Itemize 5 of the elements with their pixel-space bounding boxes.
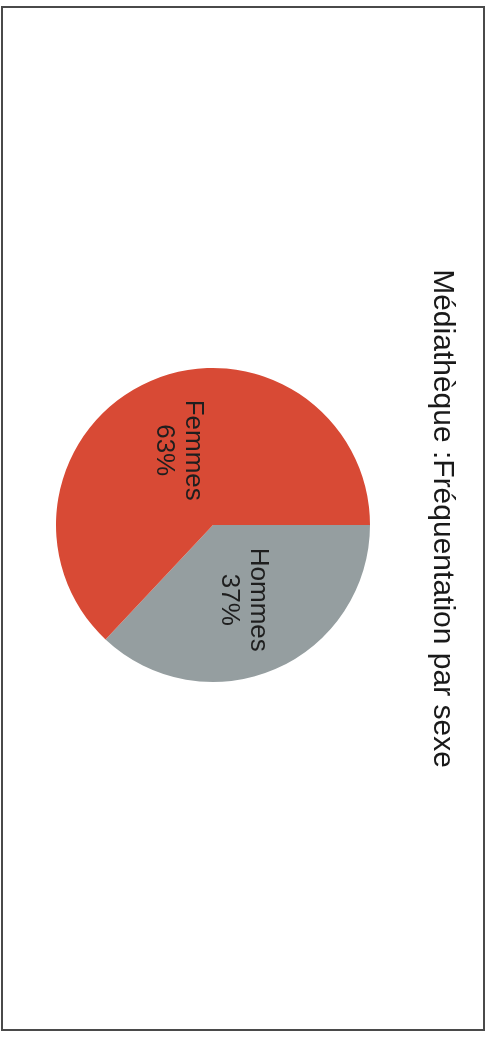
data-label: 63%: [151, 424, 182, 477]
slice-label: Hommes: [244, 547, 275, 652]
slice-label: Femmes: [180, 399, 211, 501]
data-label: 37%: [215, 573, 246, 626]
text: Médiathèque :Fréquentation par sexe: [427, 269, 461, 768]
